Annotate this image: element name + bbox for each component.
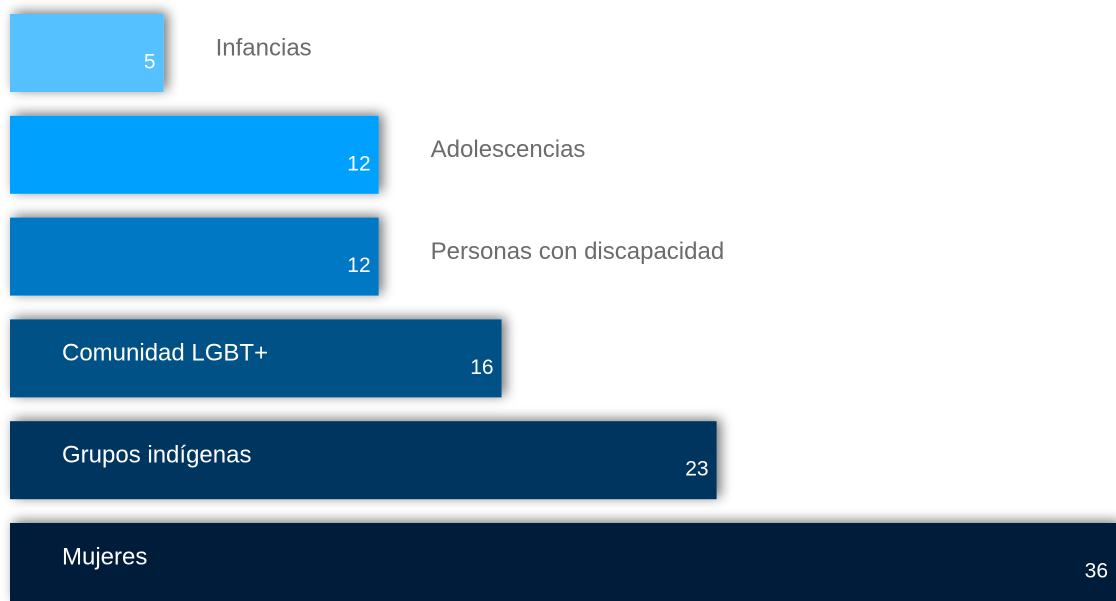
bar xyxy=(10,115,379,194)
category-label: Mujeres xyxy=(62,543,147,570)
value-label: 36 xyxy=(1085,560,1108,583)
value-label: 12 xyxy=(347,254,370,277)
category-label: Personas con discapacidad xyxy=(431,238,725,265)
category-label: Infancias xyxy=(216,34,312,61)
value-label: 16 xyxy=(470,356,493,379)
bar xyxy=(10,523,1116,601)
value-label: 23 xyxy=(685,458,708,481)
bar xyxy=(10,319,502,398)
category-label: Comunidad LGBT+ xyxy=(62,340,268,367)
bar xyxy=(10,14,164,92)
value-label: 5 xyxy=(144,51,156,74)
bar xyxy=(10,217,379,296)
bar xyxy=(10,421,717,500)
value-label: 12 xyxy=(347,152,370,175)
category-label: Grupos indígenas xyxy=(62,442,251,469)
category-label: Adolescencias xyxy=(431,136,586,163)
